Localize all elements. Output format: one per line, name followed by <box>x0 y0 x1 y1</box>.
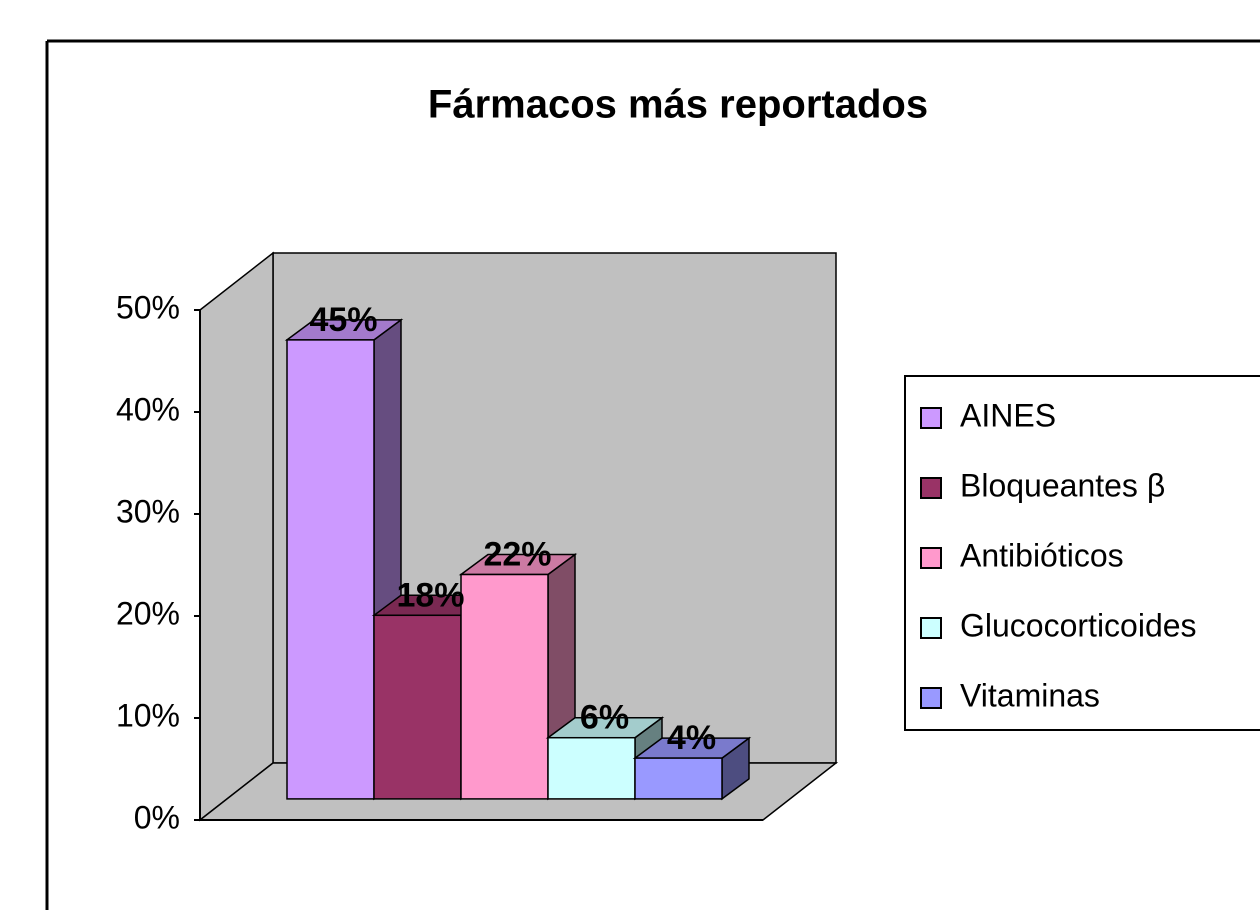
bar <box>634 757 723 800</box>
data-label: 18% <box>396 576 464 614</box>
data-label: 45% <box>309 301 377 339</box>
legend-label: Vitaminas <box>960 677 1100 713</box>
y-tick-label: 0% <box>134 799 180 835</box>
side-wall <box>199 251 274 822</box>
legend-box <box>904 375 1260 731</box>
legend-label: Antibióticos <box>960 537 1124 573</box>
legend-label: Bloqueantes β <box>960 467 1165 503</box>
y-tick-label: 20% <box>116 595 180 631</box>
data-label: 4% <box>667 719 716 757</box>
bar <box>373 614 462 800</box>
chart-title: Fármacos más reportados <box>428 83 928 127</box>
legend-label: AINES <box>960 397 1056 433</box>
legend-label: Glucocorticoides <box>960 607 1197 643</box>
y-tick-label: 40% <box>116 391 180 427</box>
bar <box>286 339 375 800</box>
legend-swatch <box>920 687 942 709</box>
legend-swatch <box>920 617 942 639</box>
legend-swatch <box>920 547 942 569</box>
legend-swatch <box>920 407 942 429</box>
y-tick-label: 50% <box>116 289 180 325</box>
bar <box>547 736 636 800</box>
data-label: 6% <box>580 699 629 737</box>
data-label: 22% <box>483 535 551 573</box>
legend-swatch <box>920 477 942 499</box>
y-tick-label: 30% <box>116 493 180 529</box>
y-tick-label: 10% <box>116 697 180 733</box>
bar <box>460 573 549 800</box>
